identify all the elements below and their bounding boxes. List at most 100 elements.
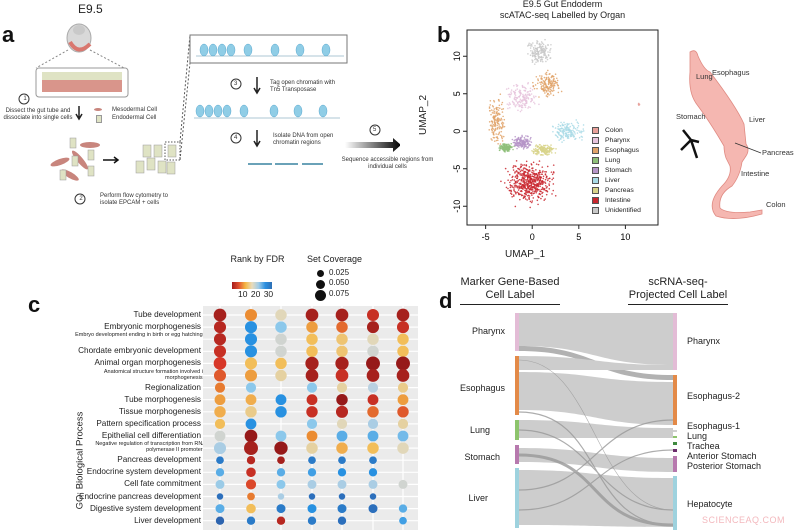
umap-point	[526, 199, 528, 201]
umap-cluster-stomach	[511, 134, 533, 150]
umap-point	[514, 205, 517, 208]
umap-point	[550, 92, 552, 95]
umap-point	[520, 169, 523, 171]
umap-point	[572, 129, 574, 132]
umap-point	[537, 173, 540, 175]
umap-point	[544, 45, 547, 47]
umap-point	[545, 171, 548, 173]
umap-point	[554, 73, 557, 75]
anatomy-esophagus: Esophagus	[712, 68, 750, 77]
umap-point	[516, 185, 519, 188]
dot-13-5	[368, 468, 378, 477]
umap-point	[547, 69, 549, 72]
dot-0-2	[275, 309, 287, 321]
umap-point	[515, 165, 517, 168]
umap-point	[536, 149, 539, 151]
node-left-lung	[515, 420, 519, 440]
umap-point	[510, 189, 512, 192]
dot-0-4	[335, 308, 349, 322]
umap-point	[495, 107, 498, 110]
umap-point	[575, 119, 578, 121]
umap-point	[500, 122, 503, 125]
legend-swatch	[592, 126, 599, 134]
umap-point	[506, 103, 509, 105]
dot-15-1	[247, 492, 255, 501]
umap-point	[493, 108, 496, 110]
umap-point	[524, 176, 526, 178]
umap-point	[541, 85, 543, 87]
umap-xtick: 0	[530, 232, 535, 242]
umap-point	[526, 190, 528, 193]
umap-point	[535, 61, 537, 63]
left-label-stomach: Stomach	[464, 452, 500, 462]
dot-7-2	[275, 394, 287, 406]
umap-point	[543, 151, 546, 154]
umap-point	[499, 144, 501, 147]
umap-point	[491, 112, 494, 114]
umap-point	[515, 191, 517, 194]
umap-point	[521, 84, 524, 87]
arrow-down-icon	[75, 106, 83, 121]
umap-point	[544, 178, 547, 181]
dot-11-0	[213, 442, 227, 455]
umap-point	[550, 144, 552, 146]
umap-point	[501, 145, 503, 147]
dot-13-4	[337, 468, 347, 477]
umap-point	[523, 164, 526, 166]
umap-point	[538, 55, 540, 58]
umap-point	[523, 196, 526, 199]
umap-cluster-intestine	[500, 160, 557, 209]
umap-point	[493, 128, 495, 130]
dot-3-5	[367, 345, 379, 358]
umap-point	[541, 173, 543, 176]
umap-point	[516, 174, 519, 177]
umap-point	[498, 147, 500, 149]
umap-cluster-unidentified	[527, 38, 552, 65]
panel-b-label: b	[437, 22, 451, 47]
umap-point	[538, 172, 541, 174]
umap-point	[515, 186, 517, 188]
umap-point	[512, 148, 514, 151]
umap-point	[508, 93, 511, 96]
umap-point	[540, 77, 542, 80]
umap-point	[566, 126, 569, 129]
umap-point	[521, 164, 524, 166]
umap-point	[540, 88, 543, 91]
umap-point	[512, 169, 515, 171]
umap-point	[529, 44, 532, 47]
umap-point	[529, 174, 532, 176]
umap-point	[492, 136, 495, 139]
umap-point	[559, 128, 562, 130]
umap-point	[549, 47, 552, 50]
umap-point	[536, 199, 539, 202]
row-label: Chordate embryonic development -	[78, 346, 206, 356]
umap-point	[518, 185, 520, 187]
umap-point	[544, 181, 546, 183]
legend-swatch	[592, 206, 599, 214]
umap-point	[546, 149, 549, 151]
umap-point	[544, 49, 547, 52]
umap-point	[528, 166, 531, 168]
panel-d-label: d	[439, 288, 453, 313]
umap-point	[496, 112, 498, 114]
umap-point	[560, 127, 563, 129]
umap-point	[523, 143, 525, 145]
dot-15-2	[277, 493, 285, 500]
umap-point	[530, 192, 533, 195]
node-left-liver	[515, 468, 519, 528]
umap-point	[514, 176, 517, 178]
umap-point	[497, 142, 499, 145]
umap-point	[530, 201, 533, 204]
umap-point	[540, 43, 542, 46]
dot-14-2	[276, 479, 286, 489]
umap-point	[520, 106, 523, 108]
umap-point	[541, 75, 543, 77]
dot-6-0	[214, 382, 226, 393]
umap-point	[536, 59, 538, 61]
umap-point	[514, 180, 517, 183]
umap-point	[538, 96, 540, 98]
umap-point	[538, 143, 541, 146]
umap-point	[540, 145, 543, 147]
umap-point	[493, 101, 496, 103]
umap-point	[573, 131, 576, 133]
